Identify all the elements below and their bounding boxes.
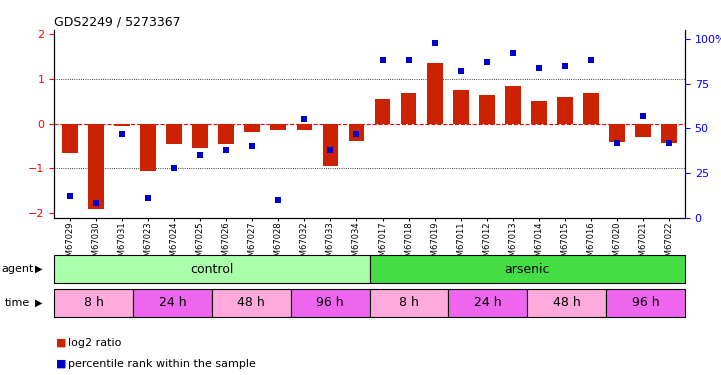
Point — [377, 57, 389, 63]
Text: time: time — [5, 298, 30, 308]
Point — [168, 165, 180, 171]
Point — [247, 143, 258, 149]
Text: 96 h: 96 h — [317, 296, 344, 309]
Text: ■: ■ — [56, 359, 66, 369]
Bar — [527, 289, 606, 317]
Bar — [453, 90, 469, 124]
Bar — [62, 124, 78, 153]
Text: control: control — [190, 262, 234, 276]
Bar — [88, 124, 104, 208]
Bar — [427, 63, 443, 124]
Point — [637, 113, 649, 119]
Text: arsenic: arsenic — [505, 262, 550, 276]
Bar — [661, 124, 677, 142]
Bar — [54, 289, 133, 317]
Bar — [606, 289, 685, 317]
Bar — [322, 124, 338, 166]
Bar — [369, 289, 448, 317]
Bar — [114, 124, 130, 126]
Point — [64, 193, 76, 199]
Text: log2 ratio: log2 ratio — [68, 338, 121, 348]
Bar — [635, 124, 651, 137]
Point — [142, 195, 154, 201]
Bar — [349, 124, 364, 141]
Bar — [479, 95, 495, 124]
Point — [481, 59, 492, 65]
Bar — [54, 255, 369, 283]
Bar — [140, 124, 156, 171]
Bar — [270, 124, 286, 130]
Text: 48 h: 48 h — [553, 296, 580, 309]
Text: 8 h: 8 h — [399, 296, 419, 309]
Text: agent: agent — [1, 264, 34, 274]
Point — [455, 68, 466, 74]
Bar — [218, 124, 234, 144]
Text: 8 h: 8 h — [84, 296, 103, 309]
Bar — [401, 93, 417, 124]
Bar — [244, 124, 260, 132]
Bar — [557, 97, 573, 124]
Bar — [448, 289, 527, 317]
Text: ▶: ▶ — [35, 264, 42, 274]
Point — [559, 63, 571, 69]
Bar — [193, 124, 208, 148]
Point — [663, 140, 675, 146]
Point — [90, 200, 102, 206]
Point — [429, 39, 441, 45]
Point — [403, 57, 415, 63]
Bar — [609, 124, 625, 142]
Bar — [583, 93, 599, 124]
Point — [324, 147, 336, 153]
Bar — [212, 289, 291, 317]
Bar — [505, 86, 521, 124]
Text: 24 h: 24 h — [159, 296, 186, 309]
Bar — [291, 289, 369, 317]
Text: ■: ■ — [56, 338, 66, 348]
Bar — [296, 124, 312, 130]
Bar — [369, 255, 685, 283]
Point — [273, 196, 284, 202]
Bar — [375, 99, 390, 124]
Point — [611, 140, 623, 146]
Point — [534, 64, 545, 70]
Bar — [531, 101, 547, 124]
Text: ▶: ▶ — [35, 298, 42, 308]
Point — [194, 152, 205, 158]
Point — [116, 130, 128, 136]
Text: 96 h: 96 h — [632, 296, 659, 309]
Point — [507, 50, 518, 56]
Point — [350, 130, 362, 136]
Text: GDS2249 / 5273367: GDS2249 / 5273367 — [54, 16, 181, 29]
Point — [221, 147, 232, 153]
Bar — [166, 124, 182, 144]
Point — [298, 116, 310, 122]
Text: 48 h: 48 h — [237, 296, 265, 309]
Bar — [133, 289, 212, 317]
Text: percentile rank within the sample: percentile rank within the sample — [68, 359, 256, 369]
Point — [585, 57, 597, 63]
Text: 24 h: 24 h — [474, 296, 502, 309]
